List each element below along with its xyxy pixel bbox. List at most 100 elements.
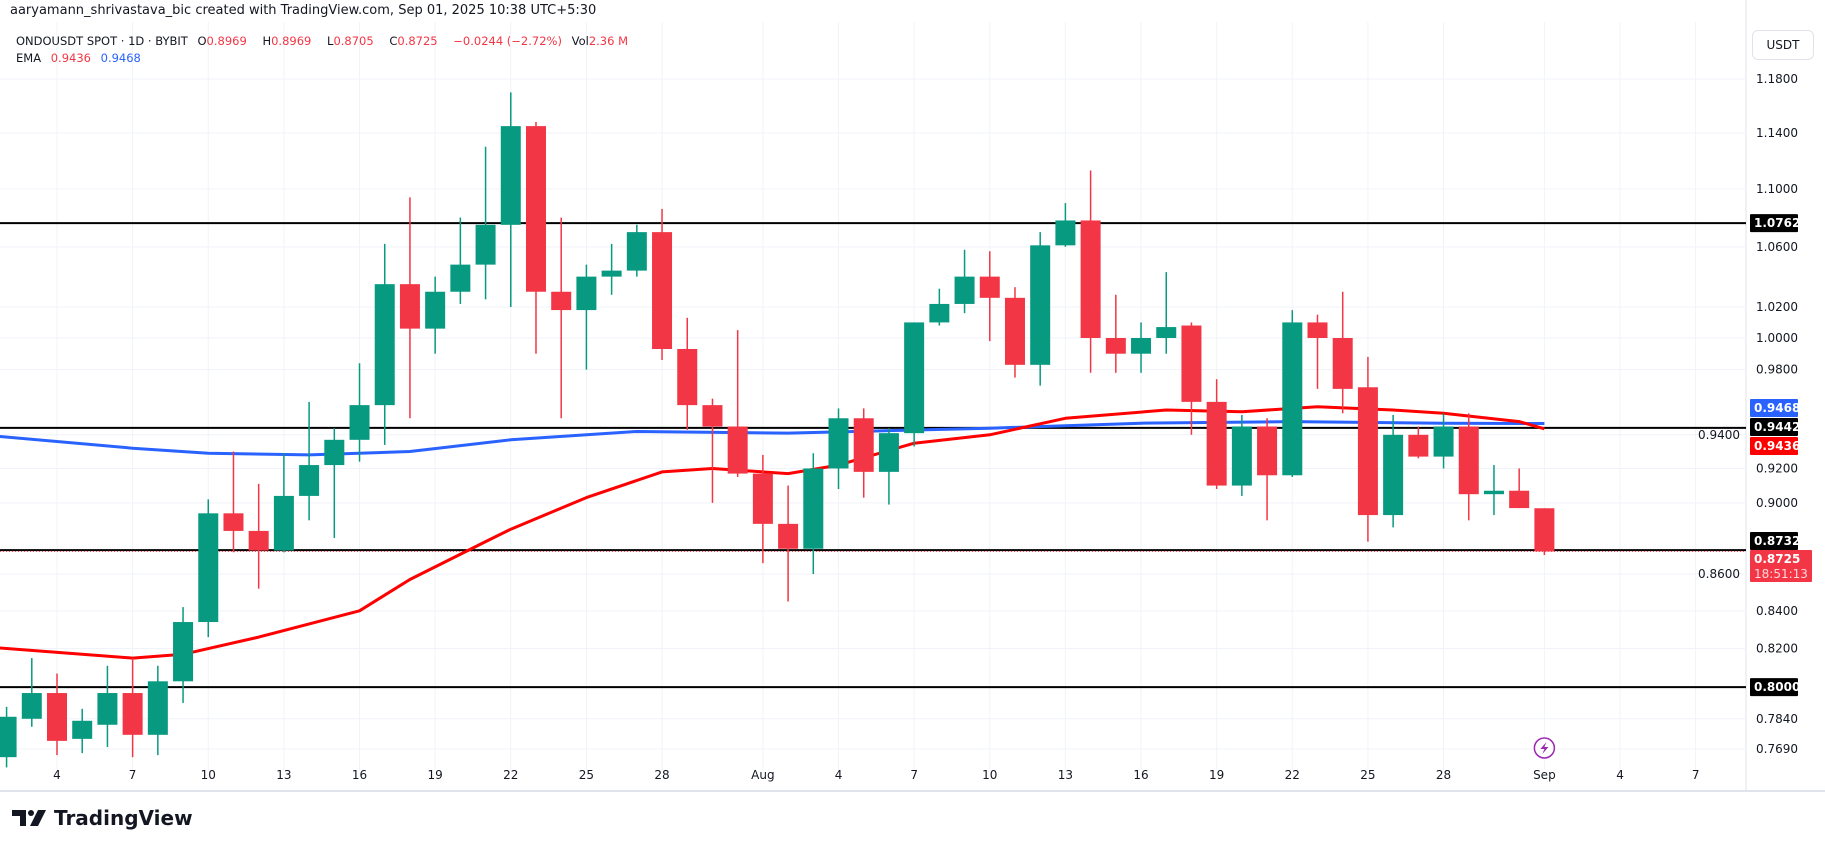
candle[interactable] <box>1105 294 1126 373</box>
candle[interactable] <box>1483 465 1504 516</box>
candle[interactable] <box>0 706 17 768</box>
symbol-label[interactable]: ONDOUSDT SPOT · 1D · BYBIT <box>16 34 188 48</box>
candle[interactable] <box>299 401 320 521</box>
candle[interactable] <box>97 665 118 747</box>
ema-lines <box>0 405 1545 660</box>
candle[interactable] <box>72 708 93 754</box>
candle[interactable] <box>576 264 597 370</box>
candles <box>0 92 1555 768</box>
candle[interactable] <box>626 224 647 277</box>
candle[interactable] <box>727 330 748 477</box>
candle[interactable] <box>374 243 395 445</box>
candle-body <box>399 284 420 329</box>
candle[interactable] <box>1458 413 1479 521</box>
ema-row[interactable]: EMA 0.9436 0.9468 <box>16 50 640 67</box>
candle[interactable] <box>324 428 345 539</box>
candle[interactable] <box>929 288 950 326</box>
candle[interactable] <box>1131 322 1152 373</box>
candle[interactable] <box>652 208 673 361</box>
candle[interactable] <box>147 665 168 756</box>
high-value: 0.8969 <box>271 34 312 48</box>
candle[interactable] <box>1257 418 1278 521</box>
candle[interactable] <box>122 658 143 758</box>
time-tick-label: 16 <box>1133 768 1148 782</box>
candle-body <box>1357 387 1378 516</box>
candle[interactable] <box>954 249 975 314</box>
price-label-background <box>1750 678 1798 697</box>
candle[interactable] <box>828 408 849 490</box>
candle[interactable] <box>500 92 521 308</box>
currency-unit-button[interactable]: USDT <box>1752 30 1814 60</box>
candle-body <box>1307 322 1328 338</box>
ema-slow-value: 0.9468 <box>100 51 141 65</box>
event-marker[interactable] <box>1533 737 1556 759</box>
candle[interactable] <box>853 408 874 498</box>
price-tick-label: 0.9400 <box>1698 428 1740 442</box>
candle[interactable] <box>979 251 1000 342</box>
candle[interactable] <box>47 673 67 756</box>
price-label-0.9468: 0.9468 <box>1750 399 1800 417</box>
candle-body <box>475 224 496 265</box>
price-tick-label: 0.8400 <box>1756 604 1798 618</box>
candle[interactable] <box>475 146 496 300</box>
candle-body <box>1206 401 1227 486</box>
candle[interactable] <box>1357 356 1378 542</box>
candle[interactable] <box>1307 314 1328 389</box>
candle[interactable] <box>878 428 899 505</box>
candle[interactable] <box>1080 170 1101 373</box>
candle[interactable] <box>752 454 773 564</box>
candle[interactable] <box>173 607 194 703</box>
candle[interactable] <box>1030 232 1051 386</box>
candle[interactable] <box>1408 426 1429 459</box>
candle[interactable] <box>1332 291 1353 414</box>
candle-body <box>147 681 168 735</box>
candle[interactable] <box>1055 203 1076 247</box>
candle[interactable] <box>1433 413 1454 469</box>
time-tick-label: 4 <box>1616 768 1624 782</box>
candle[interactable] <box>248 483 269 589</box>
ohlc-low: L0.8705 <box>327 34 380 48</box>
ema-fast-value: 0.9436 <box>50 51 91 65</box>
candle[interactable] <box>1206 379 1227 490</box>
candle[interactable] <box>551 217 572 419</box>
candle-body <box>551 291 572 311</box>
candle[interactable] <box>21 658 42 727</box>
time-axis[interactable]: 4 7 10 13 16 19 22 25 28 Aug 4 7 10 13 16 19 22 25 28 Sep 4 7 <box>53 768 1699 782</box>
candle[interactable] <box>904 322 925 447</box>
candle[interactable] <box>525 122 546 354</box>
tradingview-logo[interactable]: TradingView <box>12 806 193 830</box>
candle[interactable] <box>702 398 723 503</box>
candle[interactable] <box>425 276 446 354</box>
candle[interactable] <box>1004 287 1025 378</box>
candle[interactable] <box>778 485 799 602</box>
candle[interactable] <box>1282 310 1303 477</box>
candle[interactable] <box>223 451 244 553</box>
candle[interactable] <box>677 317 698 430</box>
tradingview-logo-icon <box>12 810 46 826</box>
candle[interactable] <box>1181 322 1202 435</box>
price-axis[interactable]: 1.1800 1.1400 1.1000 1.0600 1.0200 1.0000 0.98… <box>1698 72 1798 756</box>
candle[interactable] <box>349 363 370 462</box>
candle[interactable] <box>1231 414 1252 496</box>
price-label-text: 0.9436 <box>1754 439 1800 453</box>
candle-body <box>853 418 874 472</box>
price-label-text: 1.0762 <box>1754 216 1800 230</box>
time-tick-label: 28 <box>654 768 669 782</box>
candle[interactable] <box>273 453 294 553</box>
candle-body <box>1282 322 1303 476</box>
candle[interactable] <box>1156 272 1177 354</box>
candle[interactable] <box>601 243 622 295</box>
time-tick-label: 7 <box>129 768 137 782</box>
candle[interactable] <box>1509 468 1530 509</box>
candle[interactable] <box>399 197 420 419</box>
candle-body <box>601 270 622 277</box>
vol-label: Vol <box>571 34 589 48</box>
candle[interactable] <box>1534 508 1555 556</box>
candle[interactable] <box>803 453 824 574</box>
low-label: L <box>327 34 334 48</box>
candle[interactable] <box>1383 414 1404 528</box>
candle[interactable] <box>198 499 219 638</box>
candle[interactable] <box>450 217 471 304</box>
